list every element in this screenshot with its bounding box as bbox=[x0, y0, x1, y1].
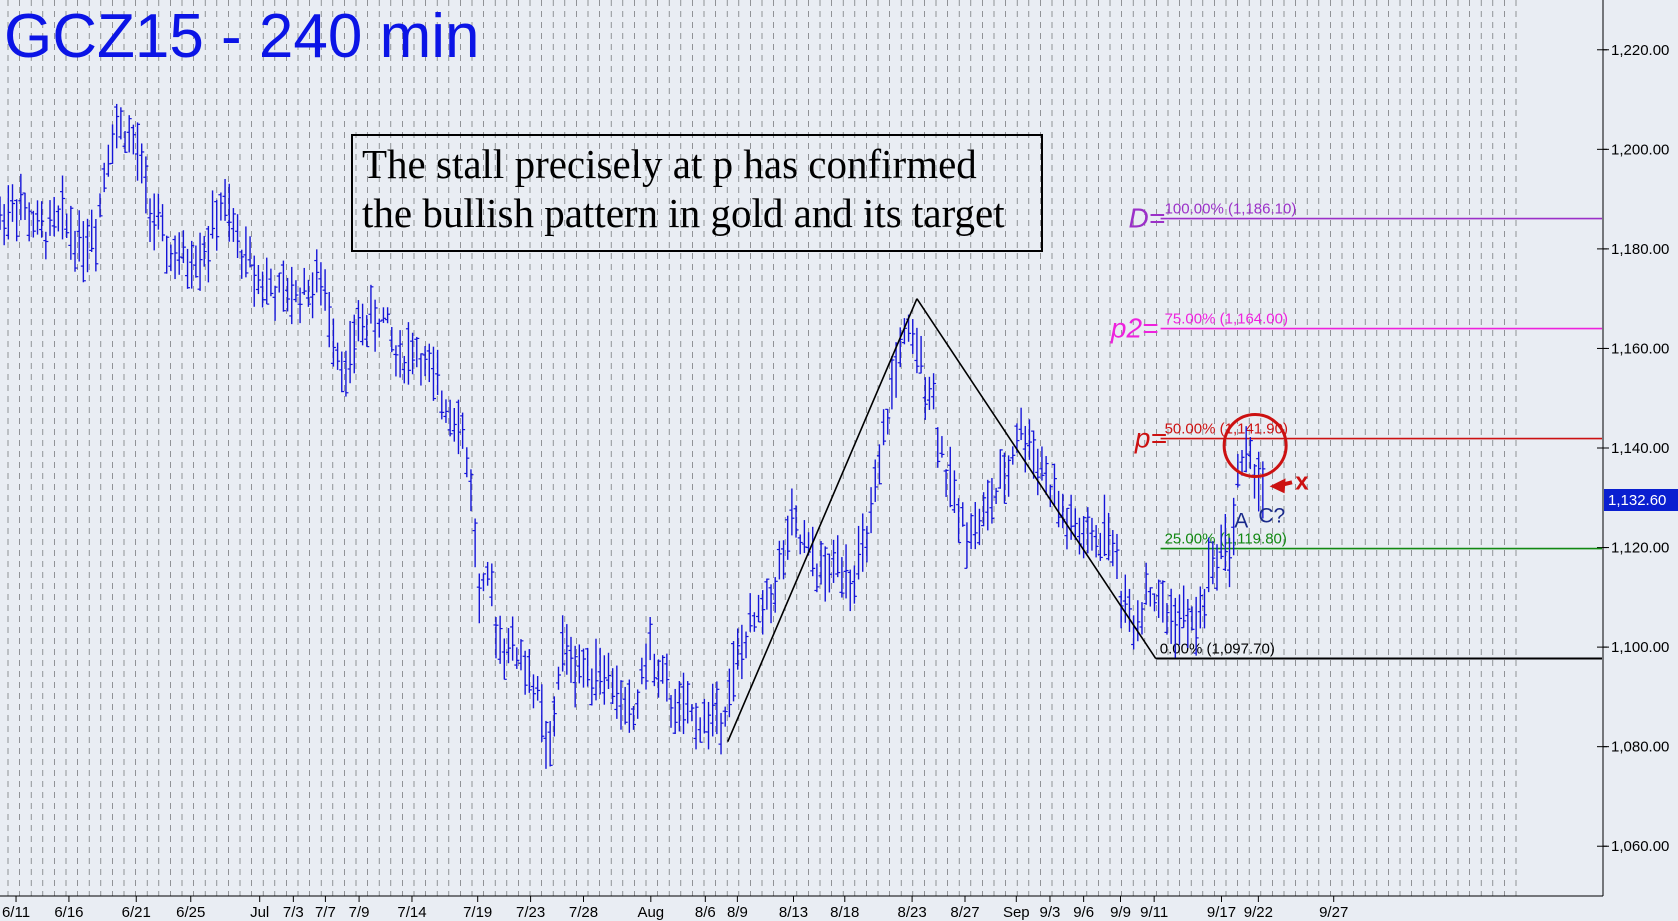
wave-label-1: C? bbox=[1258, 505, 1285, 528]
x-tick-label-10: 7/23 bbox=[516, 904, 545, 921]
y-tick-label-6: 1,180.00 bbox=[1611, 241, 1669, 258]
x-tick-label-1: 6/16 bbox=[54, 904, 83, 921]
y-tick-label-4: 1,140.00 bbox=[1611, 440, 1669, 457]
x-tick-label-14: 8/9 bbox=[727, 904, 748, 921]
y-tick-label-0: 1,060.00 bbox=[1611, 838, 1669, 855]
current-price-label: 1,132.60 bbox=[1608, 492, 1666, 509]
x-tick-label-23: 9/11 bbox=[1140, 904, 1168, 921]
annotation-frame bbox=[351, 134, 1043, 252]
x-tick-label-20: 9/3 bbox=[1040, 904, 1061, 921]
arrow-marker-label: x bbox=[1295, 468, 1309, 495]
fib-tag-p2: p2= bbox=[1110, 313, 1159, 344]
x-tick-label-13: 8/6 bbox=[695, 904, 716, 921]
fib-tag-D: D= bbox=[1129, 203, 1166, 234]
x-axis-ticks: 6/11 6/16 6/21 6/25 Jul 7/3 7/7 7/9 7/14 7/19 7/23… bbox=[2, 896, 1348, 921]
x-tick-label-21: 9/6 bbox=[1073, 904, 1094, 921]
arrow-head-icon bbox=[1269, 478, 1286, 494]
x-tick-label-0: 6/11 bbox=[2, 904, 30, 921]
fib-tag-p: p= bbox=[1134, 423, 1167, 454]
x-tick-label-9: 7/19 bbox=[463, 904, 492, 921]
x-tick-label-25: 9/22 bbox=[1244, 904, 1273, 921]
x-tick-label-4: Jul bbox=[250, 904, 269, 921]
y-tick-label-2: 1,100.00 bbox=[1611, 639, 1669, 656]
y-tick-label-3: 1,120.00 bbox=[1611, 540, 1669, 557]
x-tick-label-6: 7/7 bbox=[315, 904, 336, 921]
annotation-box: The stall precisely at p has confirmed t… bbox=[351, 134, 1043, 252]
pattern-line-0 bbox=[727, 298, 918, 743]
x-tick-label-5: 7/3 bbox=[283, 904, 304, 921]
x-tick-label-17: 8/23 bbox=[898, 904, 927, 921]
x-tick-label-15: 8/13 bbox=[779, 904, 808, 921]
y-tick-label-7: 1,200.00 bbox=[1611, 141, 1669, 158]
y-tick-label-5: 1,160.00 bbox=[1611, 340, 1669, 357]
x-tick-label-24: 9/17 bbox=[1207, 904, 1236, 921]
current-price-marker: 1,132.60 bbox=[1604, 489, 1678, 511]
x-tick-label-18: 8/27 bbox=[950, 904, 979, 921]
annotation-line-1: The stall precisely at p has confirmed bbox=[362, 141, 977, 187]
pattern-line-1 bbox=[916, 298, 1157, 660]
x-tick-label-8: 7/14 bbox=[397, 904, 426, 921]
x-tick-label-26: 9/27 bbox=[1319, 904, 1348, 921]
x-tick-label-3: 6/25 bbox=[176, 904, 205, 921]
fib-label-p2: 75.00% (1,164.00) bbox=[1165, 311, 1288, 328]
x-tick-label-7: 7/9 bbox=[349, 904, 370, 921]
chart-title: GCZ15 - 240 min bbox=[4, 2, 480, 71]
y-tick-label-1: 1,080.00 bbox=[1611, 739, 1669, 756]
x-tick-label-2: 6/21 bbox=[122, 904, 151, 921]
highlight-circle bbox=[1222, 413, 1288, 479]
fib-label-fib0: 0.00% (1,097.70) bbox=[1160, 641, 1275, 658]
x-tick-label-19: Sep bbox=[1003, 904, 1030, 921]
fib-label-D: 100.00% (1,186.10) bbox=[1165, 201, 1297, 218]
x-tick-label-22: 9/9 bbox=[1110, 904, 1131, 921]
x-tick-label-12: Aug bbox=[637, 904, 664, 921]
y-axis-ticks: 1,060.00 1,080.00 1,100.00 1,120.00 1,140.00… bbox=[1611, 42, 1669, 855]
wave-label-0: A bbox=[1234, 510, 1248, 533]
annotation-marks: x A C? bbox=[1222, 413, 1309, 533]
x-tick-label-11: 7/28 bbox=[569, 904, 598, 921]
x-tick-label-16: 8/18 bbox=[830, 904, 859, 921]
fib-levels: 100.00% (1,186.10)D= 75.00% (1,164.00) p2=… bbox=[1110, 201, 1602, 660]
current-price-box bbox=[1604, 489, 1678, 511]
y-tick-label-8: 1,220.00 bbox=[1611, 42, 1669, 59]
pattern-lines bbox=[727, 298, 1157, 743]
price-bars bbox=[0, 103, 1266, 769]
fib-label-p: 50.00% (1,141.90) bbox=[1165, 421, 1288, 438]
annotation-line-2: the bullish pattern in gold and its targ… bbox=[362, 190, 1005, 236]
